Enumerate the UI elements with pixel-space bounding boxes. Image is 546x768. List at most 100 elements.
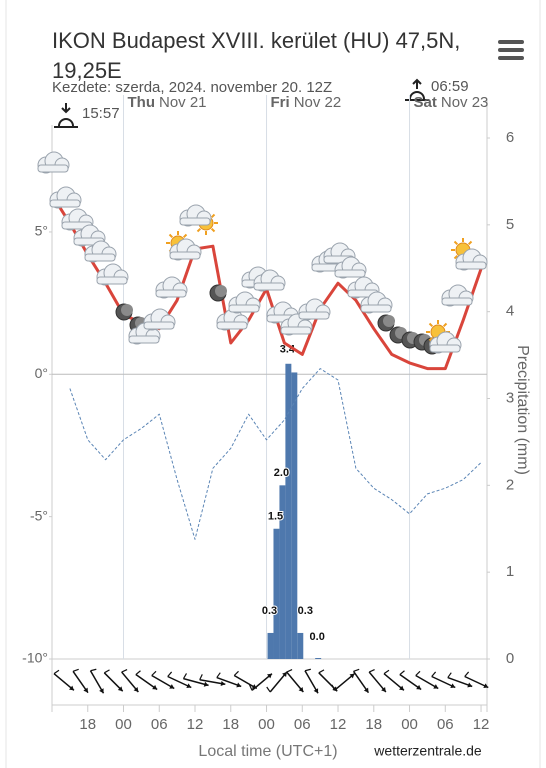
cloud-part	[84, 253, 116, 262]
cloud-icon	[169, 238, 202, 261]
wind-arrow	[447, 672, 473, 688]
wind-shaft	[53, 673, 75, 691]
wind-barb	[464, 671, 470, 677]
cloud-part	[360, 304, 392, 313]
cloud-part	[128, 335, 160, 344]
day-label: Fri Nov 22	[271, 94, 342, 111]
wind-shaft	[368, 671, 387, 693]
cloud-part	[179, 217, 211, 226]
menu-bar	[498, 40, 524, 44]
wind-arrow	[167, 671, 192, 689]
sunset-time: 15:57	[82, 105, 120, 122]
y-tick-label: -5°	[30, 507, 48, 523]
wind-shaft	[183, 677, 209, 687]
x-axis-title: Local time (UTC+1)	[198, 743, 337, 760]
wind-shaft	[89, 670, 105, 694]
cloud-icon	[61, 208, 94, 231]
cloud-icon	[441, 284, 474, 307]
wind-head	[152, 684, 158, 690]
menu-bar	[498, 48, 524, 52]
wind-barb	[331, 684, 336, 691]
sun-ray	[182, 233, 188, 239]
wind-barb	[415, 670, 421, 676]
sun-ray	[453, 240, 459, 246]
moon-icon	[377, 314, 395, 332]
wind-arrow	[53, 669, 75, 691]
cloud-part	[96, 276, 128, 285]
wind-head	[133, 687, 139, 692]
wind-shaft	[431, 675, 456, 689]
precip-label: 0.0	[310, 631, 325, 643]
wind-head	[313, 688, 319, 694]
precip-bar	[297, 632, 304, 659]
cloud-icon	[143, 308, 176, 331]
wind-shaft	[399, 673, 422, 691]
wind-head	[381, 687, 386, 692]
wind-shaft	[151, 674, 175, 690]
sun-ray	[196, 227, 202, 233]
subtitle: Kezdete: szerda, 2024. november 20. 12Z	[52, 79, 332, 96]
cloud-icon	[455, 248, 488, 271]
wind-shaft	[216, 676, 242, 688]
wind-head	[117, 686, 123, 692]
wind-arrow	[103, 669, 124, 692]
wind-head	[450, 683, 456, 689]
cloud-part	[228, 304, 260, 313]
precip-bar	[285, 363, 292, 659]
wind-arrow	[383, 669, 405, 691]
wind-arrow	[318, 669, 338, 692]
x-tick-label: 12	[330, 716, 347, 733]
y2-tick-label: 2	[506, 476, 514, 493]
cloud-part	[143, 321, 175, 330]
precip-label: 2.0	[274, 467, 289, 479]
title-line: IKON Budapest XVIII. kerület (HU) 47,5N,	[52, 28, 460, 53]
sunrise-icon	[405, 78, 429, 101]
cloud-icon	[179, 204, 212, 227]
cloud-part	[37, 164, 69, 173]
wind-arrow	[304, 668, 319, 694]
wind-barb	[304, 668, 311, 672]
wind-barb	[182, 673, 188, 679]
wind-barb	[286, 669, 293, 673]
wind-head	[83, 687, 88, 693]
wind-arrow	[286, 669, 304, 693]
wind-head	[186, 683, 192, 689]
cloud-icon	[216, 308, 249, 331]
cloud-icon	[96, 263, 129, 286]
moon-icon	[115, 303, 133, 321]
cloud-part	[49, 199, 81, 208]
wind-barb	[72, 668, 79, 672]
wind-barb	[216, 672, 221, 678]
sunset-icon	[54, 103, 78, 128]
x-tick-label: 06	[437, 716, 454, 733]
y2-tick-label: 1	[506, 563, 514, 580]
sunrise-time: 06:59	[431, 78, 469, 95]
wind-barb	[431, 671, 437, 677]
source: wetterzentrale.de	[373, 743, 482, 759]
y2-axis-title: Precipitation (mm)	[514, 345, 531, 475]
wind-head	[267, 673, 272, 679]
precip-label: 0.3	[298, 605, 313, 617]
wind-head	[433, 684, 439, 689]
wind-barb	[399, 670, 405, 676]
day-name: Sat	[414, 94, 437, 111]
cloud-part	[441, 297, 473, 306]
cloud-icon	[49, 186, 82, 209]
cloud-icon	[228, 291, 261, 314]
wind-barb	[249, 684, 253, 691]
wind-arrow	[151, 670, 175, 690]
y2-tick-label: 5	[506, 216, 514, 233]
wind-shaft	[103, 672, 124, 692]
wind-head	[99, 688, 104, 694]
moon-light	[121, 304, 133, 316]
cloud-part	[253, 282, 285, 291]
moon-icon	[209, 284, 227, 302]
wind-shaft	[72, 670, 89, 694]
menu-icon[interactable]	[498, 40, 524, 60]
sun-ray	[210, 227, 216, 233]
cloud-part	[334, 269, 366, 278]
cloud-icon	[155, 276, 188, 299]
cloud-icon	[128, 322, 161, 345]
cloud-icon	[429, 331, 462, 354]
wind-barb	[121, 669, 128, 673]
